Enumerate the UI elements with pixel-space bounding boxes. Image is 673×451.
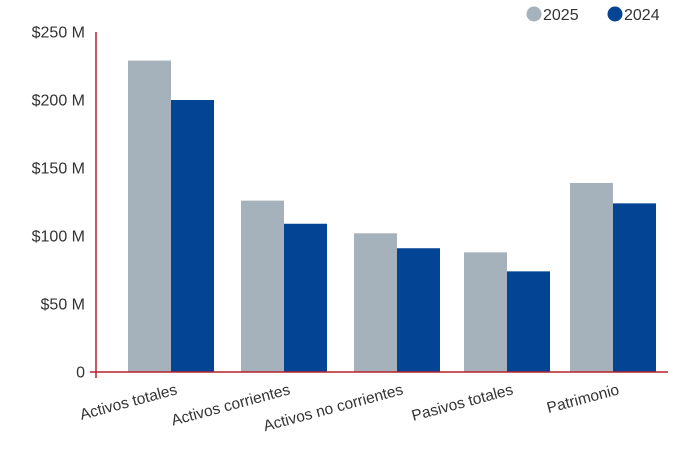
bar-2025-2	[354, 233, 397, 372]
bar-2025-4	[570, 182, 613, 372]
legend-label-2024: 2024	[624, 7, 660, 24]
bar-2025-0	[128, 60, 171, 373]
bar-2024-0	[171, 100, 214, 372]
bar-2025-3	[464, 252, 507, 372]
bars	[128, 60, 656, 373]
y-tick-label: $50 M	[41, 297, 85, 314]
y-tick-label: $200 M	[32, 93, 85, 110]
x-tick-label: Pasivos totales	[410, 381, 515, 424]
y-tick-label: $100 M	[32, 229, 85, 246]
y-axis-ticks: 0 $50 M $100 M $150 M $200 M $250 M	[32, 25, 85, 382]
legend-swatch-2024	[607, 6, 623, 22]
bar-2025-1	[241, 200, 284, 372]
y-tick-label: $150 M	[32, 161, 85, 178]
axes	[90, 32, 668, 378]
y-tick-label: $250 M	[32, 25, 85, 42]
bar-2024-4	[613, 203, 656, 372]
legend-label-2025: 2025	[543, 7, 579, 24]
bar-2024-3	[507, 271, 550, 372]
x-tick-label: Patrimonio	[545, 381, 621, 417]
y-tick-label: 0	[76, 365, 85, 382]
legend: 2025 2024	[526, 6, 660, 24]
bar-2024-1	[284, 223, 327, 372]
legend-swatch-2025	[526, 6, 542, 22]
bar-2024-2	[397, 248, 440, 372]
x-tick-label: Activos totales	[78, 381, 179, 423]
